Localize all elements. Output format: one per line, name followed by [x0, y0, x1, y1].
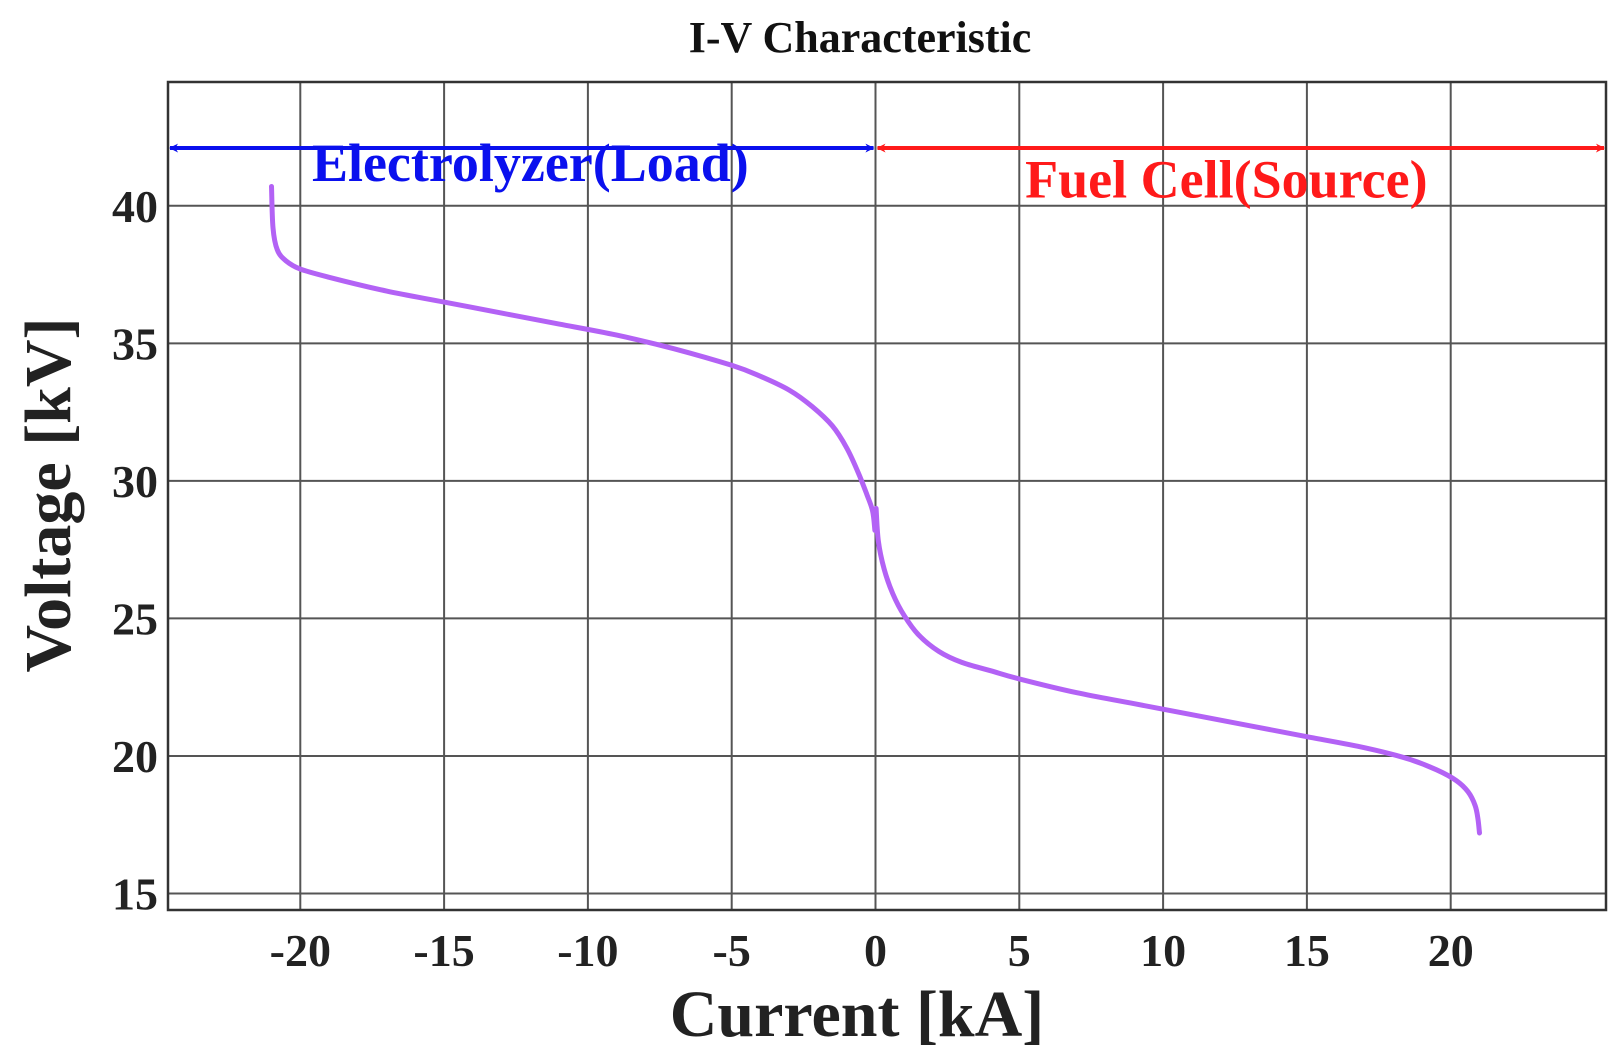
y-tick-label: 30 — [112, 456, 158, 507]
chart-title: I-V Characteristic — [689, 13, 1032, 62]
iv-curve-segment — [269, 184, 878, 533]
y-tick-label: 35 — [112, 318, 158, 369]
x-tick-label: 0 — [864, 925, 887, 976]
region-annotations: Electrolyzer(Load) Fuel Cell(Source) — [169, 133, 1605, 210]
x-tick-labels: -20 -15 -10 -5 0 5 10 15 20 — [270, 925, 1474, 976]
grid — [168, 82, 1606, 910]
y-tick-label: 15 — [112, 868, 158, 919]
x-tick-label: -20 — [270, 925, 331, 976]
x-tick-label: 5 — [1008, 925, 1031, 976]
x-tick-label: 20 — [1428, 925, 1474, 976]
y-axis-label: Voltage [kV] — [12, 317, 85, 672]
y-tick-label: 25 — [112, 593, 158, 644]
x-axis-label: Current [kA] — [670, 978, 1045, 1051]
x-tick-label: -5 — [713, 925, 751, 976]
x-tick-label: 15 — [1284, 925, 1330, 976]
y-tick-label: 20 — [112, 731, 158, 782]
x-tick-label: -15 — [413, 925, 474, 976]
x-tick-label: 10 — [1140, 925, 1186, 976]
plot-frame — [166, 80, 1608, 912]
y-tick-labels: 15 20 25 30 35 40 — [112, 181, 158, 920]
x-tick-label: -10 — [557, 925, 618, 976]
fuel-cell-label: Fuel Cell(Source) — [1025, 150, 1427, 210]
iv-curve-segment — [873, 505, 1482, 836]
y-tick-label: 40 — [112, 181, 158, 232]
iv-curve — [269, 184, 1482, 836]
electrolyzer-label: Electrolyzer(Load) — [312, 133, 749, 193]
